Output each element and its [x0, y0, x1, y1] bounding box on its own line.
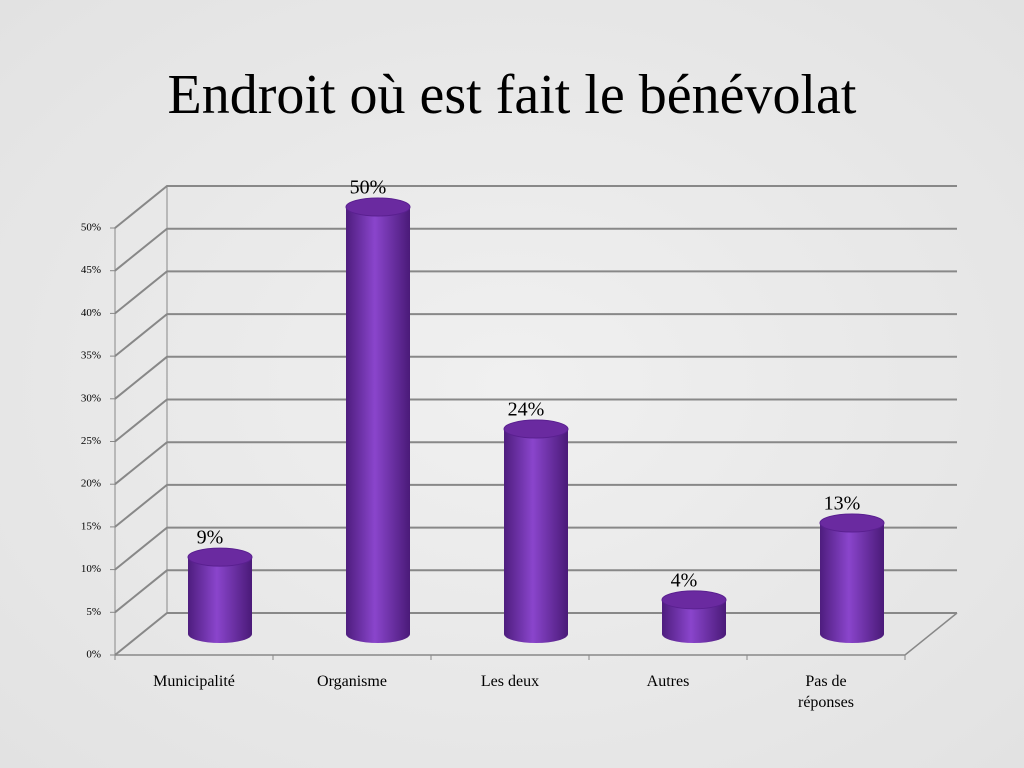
- bar: [504, 429, 568, 643]
- bar-top: [345, 197, 411, 217]
- bar: [820, 522, 884, 643]
- value-label: 13%: [824, 493, 861, 515]
- value-label: 4%: [671, 569, 698, 591]
- x-tick-label: Municipalité: [153, 673, 235, 690]
- value-label: 50%: [350, 177, 387, 199]
- y-tick-label: 50%: [81, 222, 101, 234]
- grid-line: [114, 313, 957, 357]
- bar-top: [503, 419, 569, 439]
- grid-line: [114, 398, 957, 443]
- grid-line: [114, 227, 957, 272]
- x-tick-label: Les deux: [480, 673, 540, 690]
- y-tick-label: 35%: [81, 350, 101, 362]
- value-label: 24%: [508, 399, 545, 421]
- grid-line: [114, 185, 957, 229]
- bar-top: [661, 590, 727, 610]
- value-label: 9%: [197, 527, 224, 549]
- y-tick-label: 40%: [81, 307, 101, 319]
- y-tick-label: 20%: [81, 478, 101, 490]
- x-tick-label: Organisme: [317, 673, 387, 690]
- y-tick-label: 30%: [81, 392, 101, 404]
- grid-line: [114, 270, 957, 315]
- grid-line: [114, 355, 957, 400]
- x-tick-label: Autres: [646, 673, 690, 690]
- bar-top: [819, 513, 885, 533]
- bar: [188, 557, 252, 643]
- grid-line: [114, 483, 957, 528]
- y-tick-label: 25%: [81, 435, 101, 447]
- grid-line: [114, 569, 957, 614]
- y-tick-label: 0%: [86, 649, 101, 661]
- bar: [662, 599, 726, 643]
- grid-line: [114, 441, 957, 485]
- bar-top: [187, 547, 253, 567]
- x-tick-label: Pas de réponses: [798, 673, 854, 711]
- chart-title: Endroit où est fait le bénévolat: [168, 64, 857, 126]
- y-tick-label: 45%: [81, 264, 101, 276]
- grid-line: [114, 526, 957, 571]
- y-tick-label: 10%: [81, 563, 101, 575]
- bar: [346, 207, 410, 643]
- y-tick-label: 5%: [86, 606, 101, 618]
- y-tick-label: 15%: [81, 520, 101, 532]
